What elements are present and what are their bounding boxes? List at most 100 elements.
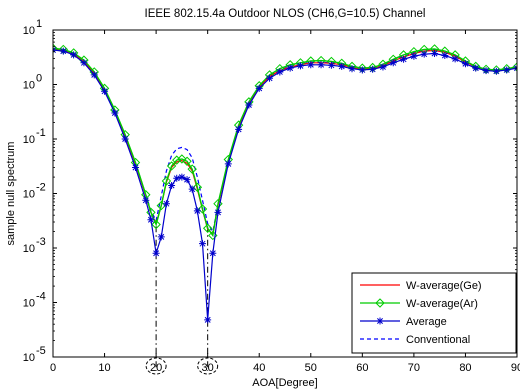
series-point — [209, 249, 217, 257]
legend-entry-label: Conventional — [406, 334, 470, 346]
y-tick-exponent: 1 — [36, 18, 42, 30]
series-point — [461, 60, 469, 68]
series-point — [90, 71, 98, 79]
x-tick-label: 10 — [98, 362, 110, 374]
series-point — [131, 163, 139, 171]
y-tick-label: 10 — [23, 352, 35, 364]
series-point — [317, 61, 325, 69]
x-tick-label: 60 — [356, 362, 368, 374]
series-point — [358, 66, 366, 74]
x-tick-label: 20 — [150, 362, 162, 374]
legend-box — [351, 272, 517, 354]
axes-layer: 010203040506070809010-510-410-310-210-11… — [23, 18, 520, 374]
series-point — [53, 43, 58, 54]
legend-swatch-marker — [376, 317, 384, 325]
series-point — [178, 173, 186, 181]
series-point — [266, 74, 274, 82]
series-point — [441, 52, 449, 60]
series-point — [276, 68, 284, 76]
x-tick-label: 0 — [50, 362, 56, 374]
y-tick-exponent: 0 — [36, 73, 42, 85]
series-point — [162, 200, 170, 208]
series-point — [177, 154, 187, 164]
series-point — [338, 62, 346, 70]
series-point — [379, 63, 387, 71]
series-point — [121, 135, 129, 143]
series-point — [152, 249, 160, 257]
series-point — [172, 155, 182, 165]
series-point — [286, 64, 294, 72]
x-tick-label: 70 — [408, 362, 420, 374]
x-tick-label: 90 — [511, 362, 520, 374]
series-point — [151, 219, 161, 230]
x-tick-label: 30 — [202, 362, 214, 374]
series-point — [369, 65, 377, 73]
series-point — [80, 59, 88, 67]
series-point — [255, 84, 263, 92]
legend-entry-label: Average — [406, 316, 447, 328]
annotation-circle-20 — [145, 357, 167, 375]
x-tick-label: 80 — [459, 362, 471, 374]
y-tick-label: 10 — [23, 243, 35, 255]
series-point — [70, 51, 78, 59]
series-point — [472, 64, 480, 72]
series-point — [156, 200, 166, 211]
series-point — [296, 62, 304, 70]
y-tick-label: 10 — [23, 25, 35, 37]
series-point — [161, 176, 172, 186]
series-point — [214, 208, 222, 216]
series-point — [111, 109, 119, 117]
series-point — [431, 50, 439, 58]
y-axis-label: sample null spectrum — [5, 142, 17, 246]
series-point — [492, 67, 500, 75]
legend: W-average(Ge) W-average(Ar) Average Convent… — [351, 272, 517, 354]
series-point — [224, 160, 232, 168]
series-point — [59, 47, 67, 55]
series-point — [147, 216, 155, 224]
series-point — [199, 240, 207, 248]
series-average — [53, 46, 517, 324]
series-point — [188, 185, 196, 193]
series-group — [53, 43, 517, 324]
series-point — [183, 176, 191, 184]
y-tick-exponent: -1 — [36, 127, 46, 139]
legend-entry-label: W-average(Ar) — [406, 298, 478, 310]
y-tick-label: 10 — [23, 298, 35, 310]
series-point — [245, 101, 253, 109]
series-point — [307, 61, 315, 69]
y-tick-exponent: -5 — [36, 345, 46, 357]
y-tick-exponent: -4 — [36, 291, 46, 303]
series-point — [101, 87, 109, 95]
series-point — [400, 55, 408, 63]
y-tick-label: 10 — [23, 134, 35, 146]
series-point — [451, 55, 459, 63]
y-tick-exponent: -3 — [36, 236, 46, 248]
series-point — [348, 65, 356, 73]
series-point — [410, 52, 418, 60]
series-point — [187, 164, 197, 174]
series-point — [168, 182, 176, 190]
series-layer — [53, 43, 517, 324]
series-point — [157, 233, 165, 241]
series-point — [204, 316, 212, 324]
series-point — [166, 161, 177, 171]
annotation-circle-30 — [197, 357, 219, 375]
chart-title: IEEE 802.15.4a Outdoor NLOS (CH6,G=10.5)… — [145, 8, 426, 20]
y-tick-label: 10 — [23, 80, 35, 92]
y-tick-exponent: -2 — [36, 182, 46, 194]
annotation-layer — [145, 226, 219, 375]
series-point — [173, 174, 181, 182]
series-point — [197, 204, 208, 214]
series-point — [327, 61, 335, 69]
series-point — [193, 207, 201, 215]
x-tick-label: 50 — [305, 362, 317, 374]
series-point — [142, 196, 150, 204]
x-axis-label: AOA[Degree] — [252, 377, 317, 389]
series-point — [235, 125, 243, 133]
series-point — [192, 182, 203, 192]
x-tick-label: 40 — [253, 362, 265, 374]
series-point — [482, 67, 490, 75]
series-point — [503, 66, 511, 74]
series-point — [420, 50, 428, 58]
